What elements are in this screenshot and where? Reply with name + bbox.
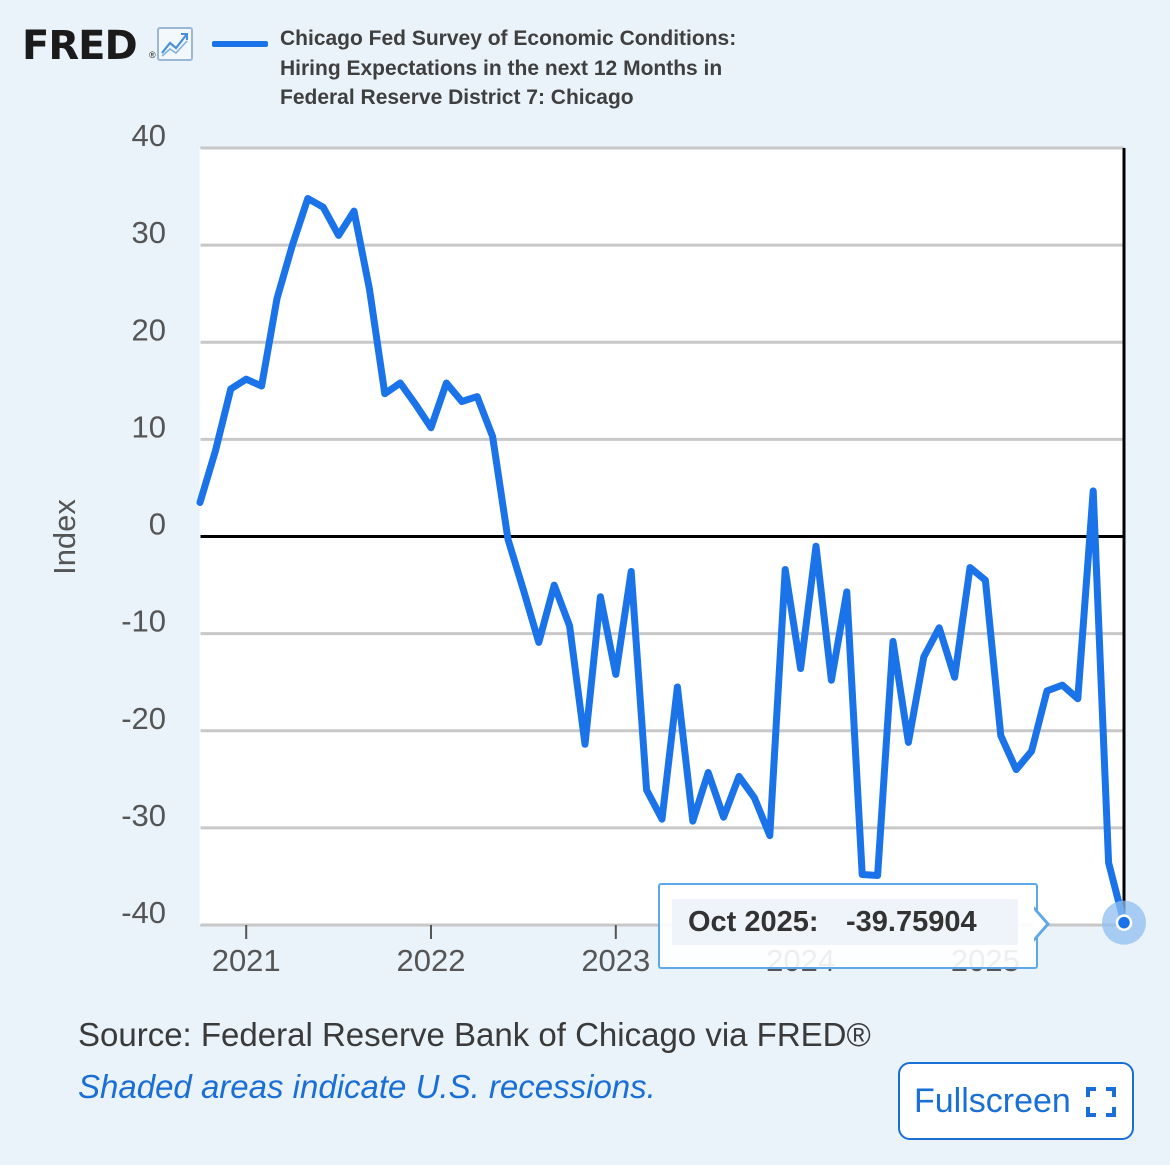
y-tick-label: 30 — [132, 215, 166, 250]
y-axis-ticks: 40 30 20 10 0 -10 -20 -30 -40 — [121, 118, 166, 930]
series-line-hiring-expectations[interactable] — [196, 195, 1128, 927]
fullscreen-label: Fullscreen — [914, 1082, 1071, 1120]
y-tick-label: -40 — [121, 895, 166, 930]
y-tick-label: 20 — [132, 312, 166, 347]
y-tick-label: -20 — [121, 701, 166, 736]
chart-header: FRED ® Chicago Fed Survey of Economic Co… — [0, 0, 1170, 120]
y-tick-label: -30 — [121, 798, 166, 833]
tooltip-date: Oct 2025: — [688, 906, 819, 938]
line-chart-icon — [157, 27, 193, 61]
x-tick-label: 2023 — [581, 943, 650, 978]
y-axis-label: Index — [47, 499, 82, 575]
x-tick-label: 2022 — [397, 943, 466, 978]
tooltip-value: -39.75904 — [846, 906, 977, 938]
legend-series-swatch — [212, 41, 268, 47]
fred-logo[interactable]: FRED — [22, 23, 138, 69]
legend-title-line-2: Hiring Expectations in the next 12 Month… — [280, 56, 723, 80]
legend-title-line-3: Federal Reserve District 7: Chicago — [280, 86, 634, 109]
expand-icon — [1086, 1087, 1116, 1117]
highlight-point[interactable] — [1115, 914, 1133, 931]
fullscreen-button[interactable]: Fullscreen — [898, 1062, 1134, 1140]
x-tick-label: 2021 — [212, 943, 281, 978]
recession-note: Shaded areas indicate U.S. recessions. — [78, 1068, 656, 1105]
y-tick-label: 40 — [132, 118, 166, 153]
fred-logo-registered-mark: ® — [149, 50, 156, 60]
legend-series-title[interactable]: Chicago Fed Survey of Economic Condition… — [280, 24, 800, 113]
legend-title-line-1: Chicago Fed Survey of Economic Condition… — [280, 27, 737, 50]
source-note: Source: Federal Reserve Bank of Chicago … — [78, 1016, 871, 1053]
y-tick-label: -10 — [121, 604, 166, 639]
y-tick-label: 0 — [149, 507, 166, 542]
y-tick-label: 10 — [132, 409, 166, 444]
tooltip-pointer-fill — [1033, 909, 1046, 939]
tooltip-content: Oct 2025: -39.75904 — [672, 899, 1018, 945]
data-tooltip: Oct 2025: -39.75904 — [658, 883, 1038, 969]
